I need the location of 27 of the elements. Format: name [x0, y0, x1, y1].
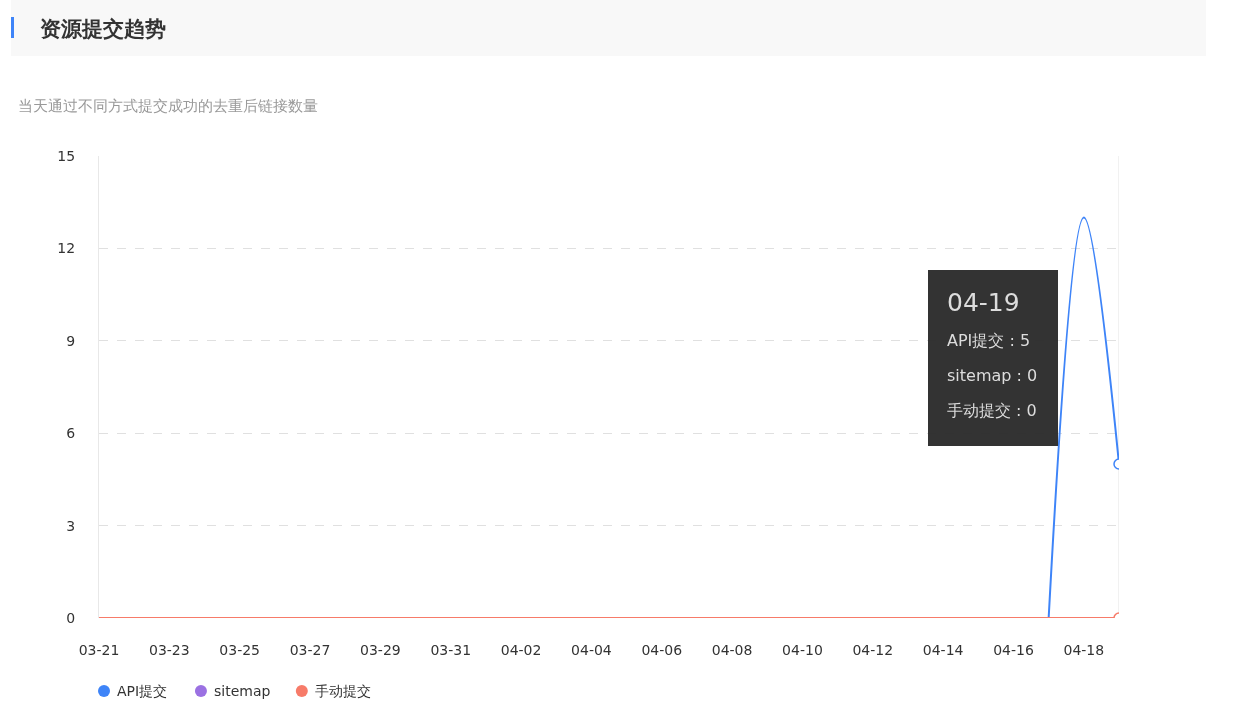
y-tick-label: 3: [66, 517, 76, 534]
x-tick-label: 03-29: [360, 642, 401, 658]
x-tick-label: 04-06: [641, 642, 683, 658]
x-tick-label: 03-21: [78, 642, 120, 658]
x-tick-label: 04-12: [852, 642, 894, 658]
x-tick-label: 03-25: [219, 642, 261, 658]
x-tick-label: 04-08: [711, 642, 753, 658]
legend-label: API提交: [117, 683, 168, 699]
legend-label: 手动提交: [315, 683, 371, 699]
x-tick-label: 04-18: [1063, 642, 1105, 658]
x-tick-label: 03-23: [149, 642, 190, 658]
x-tick-label: 04-16: [993, 642, 1034, 658]
annotation: 04-19 API提交 : 5 sitemap : 0 手动提交 : 0: [947, 288, 1038, 420]
y-tick-label: 12: [57, 240, 76, 257]
legend-label: sitemap: [214, 683, 271, 699]
y-tick-label: 15: [57, 147, 76, 164]
x-tick-label: 04-14: [922, 642, 964, 658]
x-tick-label: 04-04: [571, 642, 612, 658]
x-tick-label: 03-27: [289, 642, 331, 658]
x-tick-label: 03-31: [430, 642, 472, 658]
y-tick-label: 0: [66, 609, 76, 626]
x-tick-label: 04-02: [500, 642, 542, 658]
chart-title: 资源提交趋势: [40, 17, 166, 41]
y-tick-label: 6: [66, 425, 76, 442]
chart-subtitle: 当天通过不同方式提交成功的去重后链接数量: [18, 98, 318, 114]
y-tick-label: 9: [66, 332, 76, 349]
x-tick-label: 04-10: [782, 642, 823, 658]
